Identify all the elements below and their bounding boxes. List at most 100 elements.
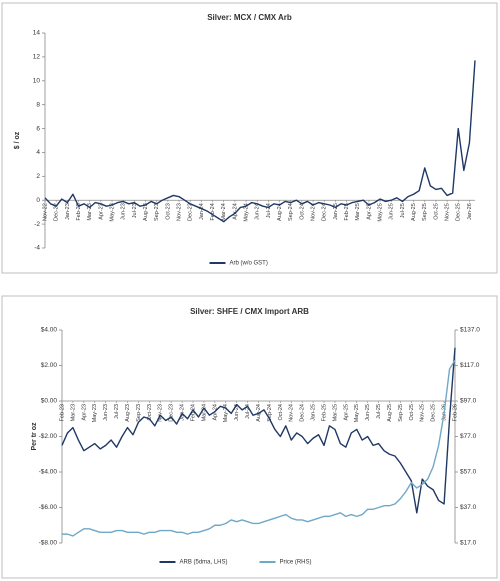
y2-tick-label: $37.0 <box>460 504 477 511</box>
x-tick-label: Oct-23 <box>165 203 171 220</box>
x-tick-label: Oct-25 <box>433 203 439 220</box>
legend-label: ARB (5dma, LHS) <box>180 560 228 566</box>
series-line <box>61 347 456 514</box>
x-tick-label: Dec-23 <box>188 203 194 221</box>
y-tick-label: 0 <box>36 197 40 204</box>
x-tick-label: Jul-23 <box>114 404 120 419</box>
y-tick-label: $4.00 <box>41 327 58 334</box>
x-tick-label: Aug-25 <box>387 404 393 422</box>
x-tick-label: Feb-25 <box>344 203 350 220</box>
x-tick-label: Aug-25 <box>411 203 417 221</box>
y-tick-label: $0.00 <box>41 398 58 405</box>
x-tick-label: Dec-25 <box>456 203 462 221</box>
x-tick-label: Sep-23 <box>136 404 142 422</box>
x-tick-label: Nov-22 <box>42 203 48 221</box>
x-tick-label: Sep-25 <box>422 203 428 221</box>
x-tick-label: Feb-23 <box>76 203 82 220</box>
x-tick-label: May-24 <box>223 404 229 422</box>
y2-tick-label: $97.0 <box>460 398 477 405</box>
y2-tick-label: $137.0 <box>460 327 480 334</box>
x-tick-label: Dec-23 <box>169 404 175 422</box>
x-tick-label: Feb-24 <box>190 404 196 421</box>
x-tick-label: May-25 <box>378 203 384 221</box>
x-tick-label: Sep-24 <box>288 203 294 221</box>
x-tick-label: Aug-23 <box>125 404 131 422</box>
chart-title: Silver: SHFE / CMX Import ARB <box>190 307 309 316</box>
x-tick-label: Apr-23 <box>81 404 87 421</box>
legend-label: Arb (w/o GST) <box>230 261 268 267</box>
x-tick-label: Oct-25 <box>409 404 415 421</box>
y2-tick-label: $17.0 <box>460 540 477 547</box>
x-tick-label: Feb-23 <box>59 404 65 421</box>
x-tick-label: Jul-23 <box>132 203 138 218</box>
y-tick-label: -$8.00 <box>39 540 58 547</box>
x-tick-label: Jul-24 <box>245 404 251 419</box>
y-tick-label: -$6.00 <box>39 504 58 511</box>
x-tick-label: Jul-25 <box>376 404 382 419</box>
legend-label: Price (RHS) <box>280 560 312 566</box>
y-tick-label: -2 <box>34 221 40 228</box>
series-line <box>62 359 456 537</box>
x-tick-label: Oct-23 <box>147 404 153 421</box>
y-tick-label: -4 <box>34 245 40 252</box>
x-tick-label: Apr-24 <box>232 203 238 220</box>
x-tick-label: Jun-24 <box>234 404 240 421</box>
x-tick-label: Apr-25 <box>343 404 349 421</box>
y-tick-label: 4 <box>36 149 40 156</box>
y-tick-label: 8 <box>36 101 40 108</box>
x-tick-label: Mar-24 <box>221 203 227 220</box>
y-tick-label: 2 <box>36 173 40 180</box>
y-tick-label: $2.00 <box>41 362 58 369</box>
x-tick-label: Jun-25 <box>365 404 371 421</box>
x-tick-label: Jan-25 <box>333 203 339 220</box>
x-tick-label: Jun-25 <box>389 203 395 220</box>
chart-title: Silver: MCX / CMX Arb <box>207 13 292 22</box>
x-tick-label: Sep-23 <box>154 203 160 221</box>
y-tick-label: 6 <box>36 125 40 132</box>
x-tick-label: Mar-23 <box>87 203 93 220</box>
x-tick-label: Mar-23 <box>70 404 76 421</box>
x-tick-label: Jun-23 <box>121 203 127 220</box>
y-tick-label: -$4.00 <box>39 469 58 476</box>
x-tick-label: Jul-24 <box>266 203 272 218</box>
x-tick-label: May-25 <box>354 404 360 422</box>
x-tick-label: Feb-25 <box>321 404 327 421</box>
x-tick-label: Nov-23 <box>158 404 164 422</box>
x-tick-label: May-24 <box>243 203 249 221</box>
x-tick-label: Jan-24 <box>180 404 186 421</box>
x-tick-label: Oct-24 <box>299 203 305 220</box>
y-tick-label: 10 <box>33 77 41 84</box>
x-tick-label: Dec-24 <box>300 404 306 422</box>
chart-frame <box>1 2 498 274</box>
x-tick-label: Feb-24 <box>210 203 216 220</box>
y-tick-label: 12 <box>33 54 41 61</box>
chart: Silver: MCX / CMX Arb $ / oz -4 -2 0 2 4 6 8 10 12… <box>1 2 498 274</box>
x-tick-label: Oct-24 <box>278 404 284 421</box>
x-tick-label: Jun-24 <box>255 203 261 220</box>
x-tick-label: Jun-23 <box>103 404 109 421</box>
x-tick-label: Jan-26 <box>467 203 473 220</box>
x-tick-label: May-23 <box>109 203 115 221</box>
x-tick-label: Dec-24 <box>322 203 328 221</box>
y2-tick-label: $77.0 <box>460 433 477 440</box>
y-axis-label: $ / oz <box>14 131 21 149</box>
x-tick-label: Nov-24 <box>289 404 295 422</box>
x-tick-label: Feb-26 <box>452 404 458 421</box>
x-tick-label: Apr-23 <box>98 203 104 220</box>
x-tick-label: Jan-25 <box>311 404 317 421</box>
series-line <box>44 60 476 223</box>
x-tick-label: Nov-25 <box>420 404 426 422</box>
x-tick-label: Mar-25 <box>332 404 338 421</box>
y-tick-label: 14 <box>33 30 41 37</box>
chart-frame <box>1 295 498 579</box>
x-tick-label: Aug-24 <box>277 203 283 221</box>
x-tick-label: Apr-24 <box>212 404 218 421</box>
x-tick-label: Apr-25 <box>366 203 372 220</box>
x-tick-label: Dec-22 <box>54 203 60 221</box>
y2-tick-label: $117.0 <box>460 362 480 369</box>
y2-tick-label: $57.0 <box>460 469 477 476</box>
x-tick-label: Nov-24 <box>311 203 317 221</box>
y-tick-label: -$2.00 <box>39 433 58 440</box>
